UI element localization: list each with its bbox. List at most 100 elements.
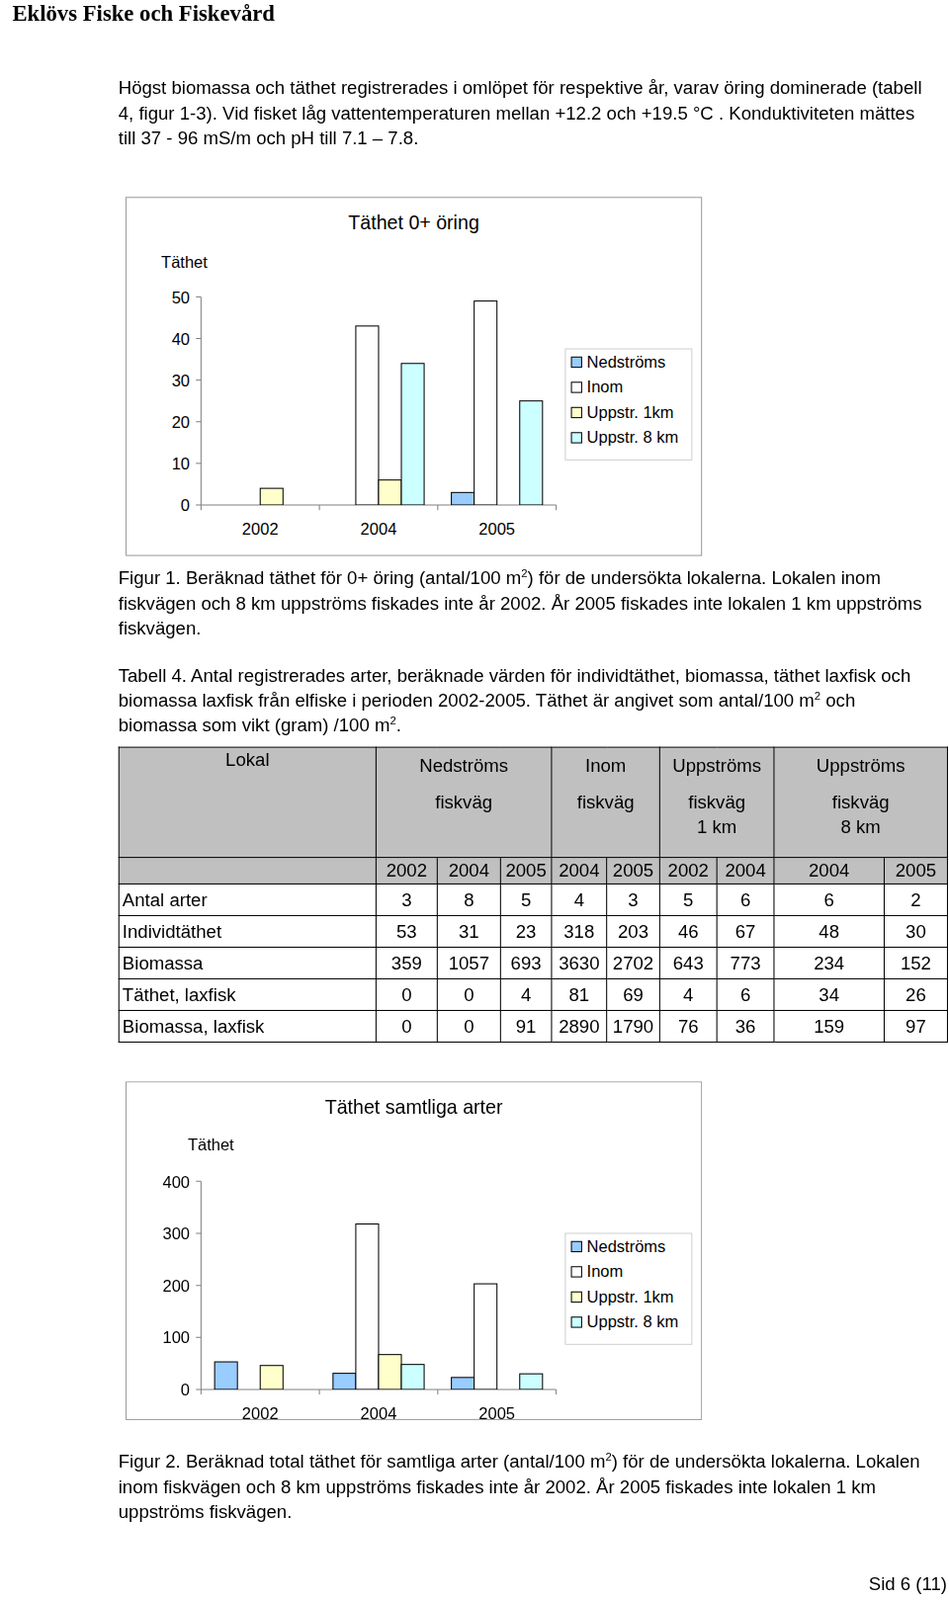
group-header: Nedströms fiskväg	[375, 747, 552, 858]
legend-label: Inom	[587, 377, 624, 396]
value-cell: 4	[659, 978, 717, 1011]
value-cell: 97	[883, 1010, 948, 1042]
value-cell: 36	[716, 1010, 775, 1042]
caption-text: Figur 1. Beräknad täthet för 0+ öring (a…	[118, 568, 521, 590]
y-tick	[195, 1181, 201, 1183]
year-cell: 2005	[500, 858, 552, 885]
value-cell: 23	[500, 915, 552, 948]
value-cell: 8	[436, 883, 501, 916]
value-cell: 76	[659, 1010, 717, 1042]
value-cell: 2890	[551, 1010, 607, 1042]
value-cell: 6	[774, 883, 884, 916]
group-header: Uppströmsfiskväg8 km	[774, 747, 948, 858]
table-wrap: LokalNedströmsfiskvägInomfiskvägUppström…	[118, 747, 949, 1043]
chart-frame	[125, 1082, 701, 1421]
bar	[474, 1284, 498, 1390]
data-table: LokalNedströmsfiskvägInomfiskvägUppström…	[118, 747, 949, 1043]
value-cell: 1057	[436, 947, 501, 979]
value-cell: 159	[774, 1010, 884, 1042]
bars	[259, 301, 543, 506]
bar	[333, 1374, 356, 1390]
value-cell: 318	[551, 915, 607, 948]
x-tick	[436, 505, 438, 511]
x-tick-label: 2004	[360, 1404, 398, 1421]
superscript: 2	[389, 714, 396, 727]
header-cell: Lokal	[118, 747, 376, 858]
superscript: 2	[814, 689, 821, 701]
value-cell: 69	[606, 978, 661, 1011]
year-cell-empty	[118, 858, 376, 885]
legend-box	[565, 1233, 692, 1345]
row-label: Antal arter	[118, 883, 376, 916]
value-cell: 773	[716, 947, 775, 979]
bar	[333, 504, 356, 506]
bar	[355, 326, 379, 506]
figure-caption: Figur 2. Beräknad total täthet för samtl…	[118, 1450, 949, 1526]
chart-frame	[125, 197, 701, 556]
value-cell: 26	[883, 978, 948, 1011]
value-cell: 67	[716, 915, 775, 948]
year-cell: 2002	[659, 858, 717, 885]
header-title: Eklövs Fiske och Fiskevård	[11, 0, 275, 27]
group-header-line: Inom	[555, 754, 657, 780]
page: Eklövs Fiske och FiskevårdHögst biomassa…	[0, 0, 949, 1600]
group-header-line: fiskväg	[777, 789, 945, 816]
bar	[214, 504, 238, 506]
value-cell: 81	[551, 978, 607, 1011]
legend-label: Nedströms	[587, 1237, 667, 1256]
value-cell: 693	[500, 947, 552, 979]
data-row: Individtäthet53312331820346674830	[118, 915, 948, 948]
x-tick	[436, 1389, 438, 1395]
value-cell: 5	[500, 883, 552, 916]
value-cell: 4	[500, 978, 552, 1011]
legend-label: Uppstr. 8 km	[587, 1312, 680, 1331]
legend-swatch	[571, 1292, 582, 1302]
value-cell: 1790	[606, 1010, 661, 1042]
group-header-line: 8 km	[777, 815, 945, 842]
value-cell: 3	[375, 883, 437, 916]
bars	[214, 1224, 543, 1390]
legend-swatch	[571, 407, 582, 418]
y-tick-label: 20	[172, 413, 190, 432]
value-cell: 0	[375, 1010, 437, 1042]
header-row: LokalNedströmsfiskvägInomfiskvägUppström…	[118, 747, 948, 858]
chart-title: Täthet 0+ öring	[347, 211, 479, 234]
y-tick-label: 40	[172, 330, 190, 348]
y-tick-label: 200	[162, 1277, 190, 1295]
caption-text: Tabell 4. Antal registrerades arter, ber…	[118, 665, 911, 711]
x-tick-label: 2004	[360, 519, 398, 538]
y-tick-label: 100	[162, 1328, 190, 1347]
superscript: 2	[520, 567, 527, 580]
row-label: Täthet, laxfisk	[118, 978, 376, 1011]
group-header-line: fiskväg	[379, 789, 548, 816]
y-tick-label: 50	[172, 288, 190, 307]
legend-label: Inom	[587, 1262, 624, 1281]
bar	[259, 1366, 283, 1390]
group-header: Inom fiskväg	[551, 747, 660, 858]
y-axis-label: Täthet	[161, 253, 208, 271]
x-tick	[319, 505, 321, 511]
year-cell: 2004	[436, 858, 501, 885]
y-tick	[195, 296, 201, 298]
year-cell: 2002	[375, 858, 437, 885]
value-cell: 3630	[551, 947, 607, 979]
value-cell: 0	[436, 978, 501, 1011]
y-tick	[195, 504, 201, 506]
bar	[401, 1365, 425, 1390]
year-cell: 2004	[551, 858, 607, 885]
value-cell: 6	[716, 883, 775, 916]
value-cell: 46	[659, 915, 717, 948]
group-header-line: fiskväg	[555, 789, 657, 816]
legend-label: Uppstr. 1km	[587, 1288, 675, 1306]
row-label: Biomassa	[118, 947, 376, 979]
bar	[474, 301, 498, 506]
group-header-line: 1 km	[663, 815, 771, 842]
group-header-line: Nedströms	[379, 754, 548, 780]
figure-caption: Figur 1. Beräknad täthet för 0+ öring (a…	[118, 566, 949, 642]
value-cell: 53	[375, 915, 437, 948]
value-cell: 0	[436, 1010, 501, 1042]
bar	[355, 1224, 379, 1390]
bar	[259, 488, 283, 506]
x-tick-label: 2005	[478, 1404, 516, 1421]
year-cell: 2004	[774, 858, 884, 885]
